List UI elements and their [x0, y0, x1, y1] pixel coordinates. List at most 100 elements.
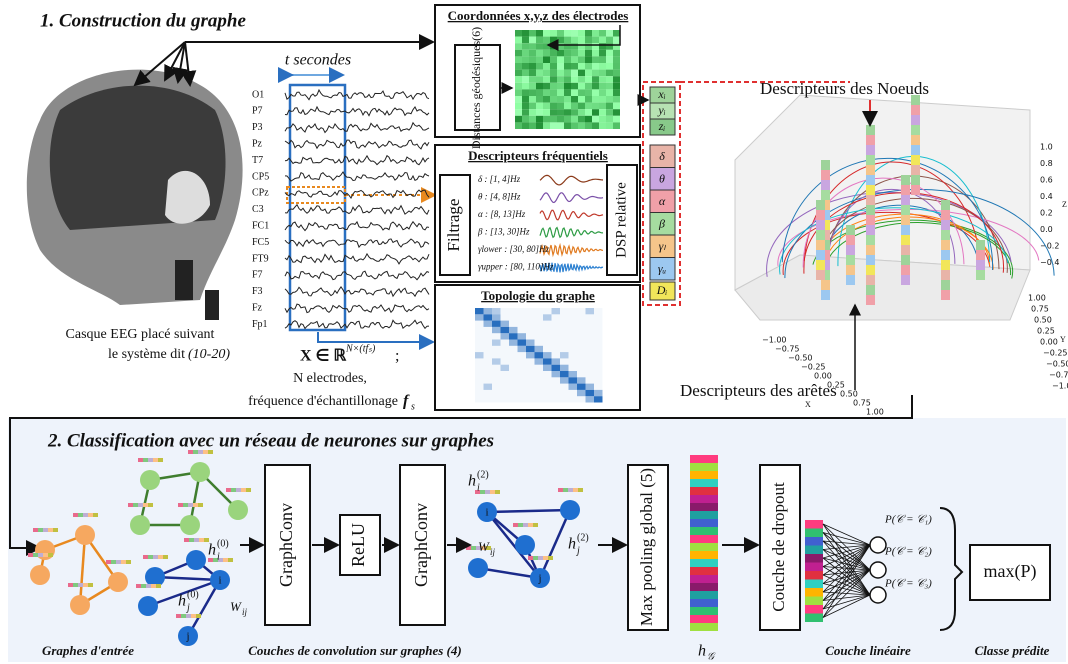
eeg-trace	[284, 238, 430, 249]
node-feature-bar	[866, 215, 875, 225]
heat-cell	[599, 102, 606, 110]
adj-cell	[543, 364, 552, 371]
dense-link	[822, 523, 871, 596]
z-tick: 0.2	[1040, 209, 1053, 218]
graph-edge	[782, 211, 991, 275]
graph-node	[140, 470, 160, 490]
adj-cell	[517, 364, 526, 371]
graph-edge	[486, 511, 541, 579]
feature-strip	[528, 556, 533, 560]
feature-strip	[523, 523, 528, 527]
band-signals	[539, 174, 604, 273]
adj-cell	[517, 308, 526, 315]
adj-cell	[475, 377, 484, 384]
x-tick: 0.50	[840, 390, 858, 399]
heat-cell	[543, 49, 550, 57]
adj-cell	[517, 358, 526, 365]
block-label: Couche de dropout	[769, 482, 788, 612]
x-tick: 0.00	[814, 372, 832, 381]
heat-cell	[557, 49, 564, 57]
feature-strip	[53, 528, 58, 532]
adj-cell	[475, 345, 484, 353]
node-feature-bar	[866, 185, 875, 195]
adj-cell	[509, 314, 518, 321]
graphconv-1-box	[264, 464, 311, 626]
graphconv-2-box	[399, 464, 446, 626]
heat-cell	[599, 82, 606, 90]
x-tick: 0.25	[827, 381, 845, 390]
graph-node	[108, 572, 128, 592]
graph-edge	[538, 509, 572, 579]
feature-strip	[246, 488, 251, 492]
heat-cell	[529, 76, 536, 83]
adj-cell	[543, 352, 552, 359]
heat-cell	[529, 122, 536, 129]
adj-cell	[560, 308, 569, 315]
adj-cell	[568, 358, 577, 365]
dense-link	[822, 523, 871, 546]
adj-cell	[594, 389, 603, 397]
node-feature-bar	[821, 180, 830, 190]
annotation: Descripteurs des Noeuds	[760, 79, 929, 98]
adj-cell	[551, 345, 560, 353]
heat-cell	[522, 36, 529, 44]
hg-cell	[690, 607, 718, 615]
heat-cell	[592, 102, 599, 110]
heat-cell	[564, 49, 571, 57]
node-feature-bar	[941, 200, 950, 210]
adj-cell	[577, 377, 586, 384]
node-feature-bar	[821, 220, 830, 230]
adj-cell	[594, 333, 603, 340]
node-feature-bar	[911, 185, 920, 195]
output-box	[969, 544, 1051, 601]
adj-cell	[526, 371, 535, 378]
heat-cell	[522, 63, 529, 70]
adj-cell	[577, 320, 586, 327]
feature-label: δ	[659, 149, 665, 163]
feature-strip	[43, 553, 48, 557]
adj-cell	[526, 383, 535, 390]
h-symbol: h	[178, 593, 186, 610]
heat-cell	[543, 76, 550, 83]
band-trace	[539, 209, 604, 221]
node-feature-bar	[846, 245, 855, 255]
band-trace	[539, 242, 603, 258]
band-trace	[539, 226, 604, 239]
heat-cell	[529, 109, 536, 116]
electrode-label: Pz	[252, 138, 263, 149]
node-feature-bar	[976, 270, 985, 280]
y-tick: 1.00	[1028, 294, 1046, 303]
feature-label: β	[658, 216, 665, 230]
heat-cell	[571, 102, 578, 110]
adj-cell	[551, 389, 560, 397]
z-tick: 0.8	[1040, 159, 1053, 168]
heat-cell	[585, 36, 592, 44]
feature-strip	[189, 538, 194, 542]
node-feature-bar	[821, 210, 830, 220]
heat-cell	[606, 82, 613, 90]
adj-cell	[577, 389, 586, 397]
sampling-symbol: f	[403, 393, 410, 410]
heat-cell	[522, 82, 529, 90]
heat-cell	[543, 30, 550, 37]
dense-link	[822, 540, 871, 596]
adj-cell	[500, 352, 509, 359]
band-label: α : [8, 13]Hz	[478, 209, 526, 219]
heat-cell	[613, 63, 620, 70]
feature-strip	[184, 538, 189, 542]
node-feature-bar	[821, 190, 830, 200]
heat-cell	[613, 36, 620, 44]
heat-cell	[613, 76, 620, 83]
caption: Graphes d'entrée	[42, 643, 134, 658]
node-feature-bar	[911, 125, 920, 135]
adj-cell	[517, 326, 526, 334]
graph-node	[228, 500, 248, 520]
feature-strip	[133, 503, 138, 507]
adj-cell	[543, 377, 552, 384]
hg-cell	[690, 551, 718, 559]
heat-cell	[585, 109, 592, 116]
node-feature-bar	[866, 235, 875, 245]
heat-cell	[557, 43, 564, 50]
coord-cell	[649, 118, 676, 136]
section-title: 1. Construction du graphe	[40, 10, 246, 31]
